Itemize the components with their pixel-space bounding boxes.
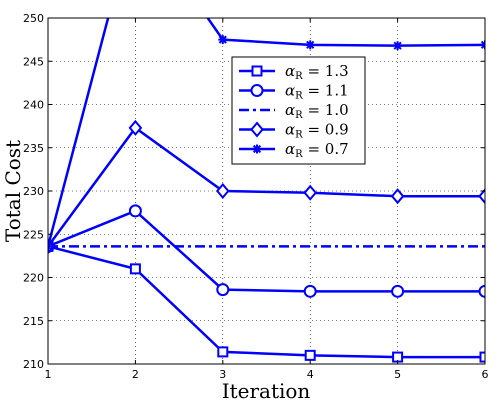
data-point (303, 284, 317, 298)
data-point (390, 188, 405, 205)
series-line (48, 126, 485, 248)
series-line (48, 209, 485, 293)
x-tick-label: 2 (132, 368, 139, 381)
y-tick-label: 210 (23, 358, 44, 371)
marker-stroke (48, 244, 53, 251)
marker-stroke (480, 40, 485, 47)
y-axis-title: Total Cost (1, 140, 25, 242)
legend-entry: αR = 1.1 (239, 82, 349, 102)
legend-marker (250, 84, 264, 97)
series-0 (48, 240, 485, 363)
data-point (478, 284, 485, 298)
legend-entry: αR = 0.9 (239, 121, 349, 141)
legend-label: αR = 1.0 (285, 101, 349, 121)
axis-ticks (47, 17, 486, 365)
legend-label: αR = 0.9 (285, 121, 349, 141)
legend-entry: αR = 1.0 (239, 101, 349, 121)
data-point (479, 351, 485, 363)
x-tick-label: 6 (482, 368, 489, 381)
x-tick-label: 3 (219, 368, 226, 381)
y-tick-label: 235 (23, 142, 44, 155)
y-tick-label: 215 (23, 315, 44, 328)
data-point (218, 35, 228, 45)
series-line (48, 245, 485, 359)
x-tick-label: 1 (45, 368, 52, 381)
legend-marker (252, 144, 262, 154)
data-point (48, 241, 53, 251)
series-4 (48, 18, 485, 251)
marker-stroke (306, 40, 315, 49)
data-point (393, 41, 403, 51)
data-point (216, 283, 230, 297)
tick-labels: 1 2 3 4 5 6 210 215 220 225 230 235 240 245 250 (23, 12, 489, 381)
y-tick-label: 225 (23, 228, 44, 241)
legend: αR = 1.3αR = 1.1αR = 1.0αR = 0.9αR = 0.7 (231, 56, 366, 165)
marker-stroke (218, 35, 227, 44)
x-axis-title: Iteration (222, 379, 311, 403)
marker-stroke (393, 41, 402, 50)
data-point (217, 346, 229, 358)
legend-marker (251, 65, 263, 77)
data-point (478, 188, 485, 205)
legend-entry: αR = 0.7 (239, 140, 349, 160)
legend-label: αR = 0.7 (285, 140, 349, 160)
data-point (305, 40, 315, 50)
data-point (129, 263, 141, 275)
data-point (303, 184, 318, 201)
data-point (215, 182, 230, 200)
marker-stroke (252, 144, 262, 154)
legend-entry: αR = 1.3 (239, 62, 349, 82)
y-tick-label: 220 (23, 272, 44, 285)
x-tick-label: 5 (394, 368, 401, 381)
legend-label: αR = 1.1 (285, 82, 349, 102)
series-line (48, 18, 485, 247)
legend-marker (250, 121, 264, 138)
data-point (304, 349, 316, 361)
y-tick-label: 230 (23, 185, 44, 198)
marker-stroke (480, 43, 485, 49)
y-tick-label: 250 (23, 12, 44, 25)
y-tick-label: 240 (23, 99, 44, 112)
x-tick-label: 4 (307, 368, 314, 381)
series-layer (48, 18, 485, 363)
data-point (128, 204, 142, 218)
data-point (480, 40, 485, 50)
data-point (128, 119, 143, 136)
marker-stroke (48, 242, 53, 248)
y-tick-label: 245 (23, 55, 44, 68)
data-point (391, 284, 405, 298)
legend-label: αR = 1.3 (285, 62, 349, 82)
